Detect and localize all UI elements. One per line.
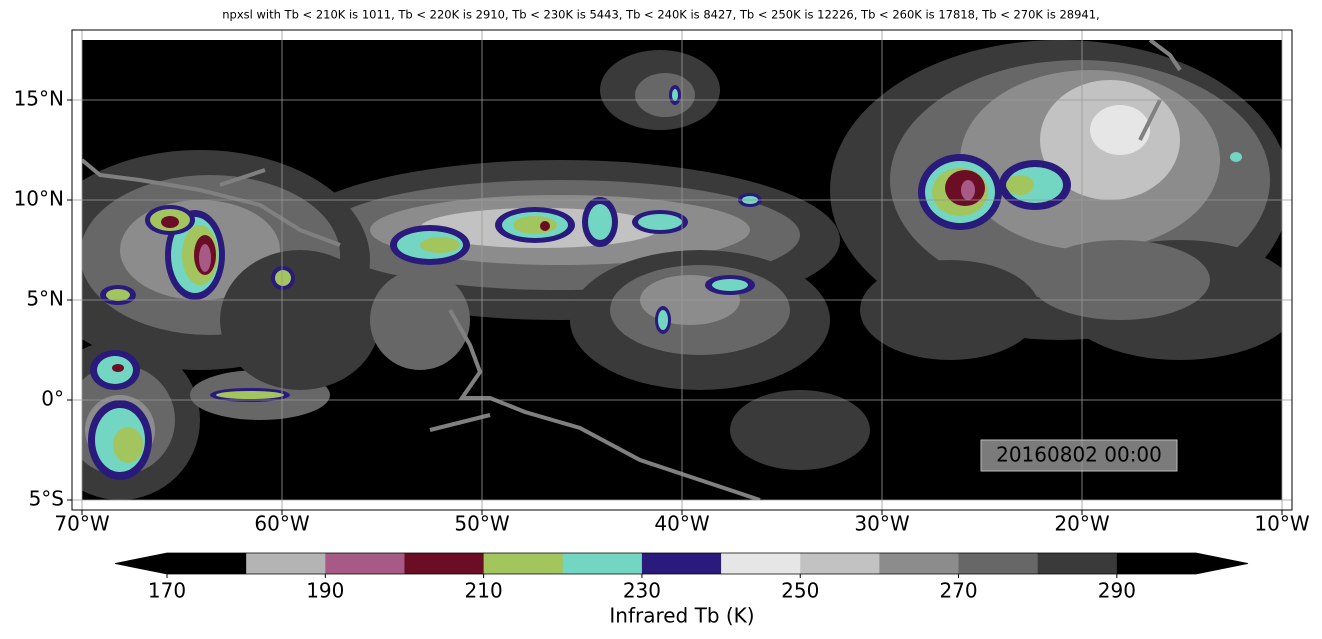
colorbar-segment — [167, 553, 247, 574]
colorbar-segment — [721, 553, 801, 574]
colorbar-segment — [483, 553, 564, 574]
y-tick-label: 10°N — [14, 187, 64, 211]
y-tick-label: 0° — [41, 387, 64, 411]
cloud-region — [370, 270, 470, 370]
cloud-region — [161, 216, 179, 228]
x-tick-label: 30°W — [854, 512, 909, 536]
colorbar-segment — [562, 553, 643, 574]
cloud-region — [672, 89, 678, 101]
cloud-region — [658, 310, 668, 330]
colorbar-segment — [958, 553, 1039, 574]
colorbar-over — [1196, 553, 1248, 574]
cloud-region — [275, 270, 291, 286]
map-axes: 70°W 60°W 50°W 40°W 30°W 20°W 10°W 5°S 0° 5°N 10°N… — [14, 29, 1310, 536]
colorbar-tick-label: 270 — [939, 579, 977, 603]
colorbar-tick-label: 190 — [306, 579, 344, 603]
colorbar-under — [115, 553, 167, 574]
y-tick-label: 5°N — [26, 287, 64, 311]
y-tick-label: 5°S — [29, 487, 64, 511]
timestamp-box — [980, 439, 1178, 472]
colorbar-segment — [246, 553, 326, 574]
cloud-region — [712, 279, 748, 291]
cloud-region — [1230, 152, 1242, 162]
cloud-region — [112, 364, 124, 372]
x-tick-label: 50°W — [454, 512, 509, 536]
cloud-region — [1030, 240, 1210, 320]
x-tick-label: 40°W — [654, 512, 709, 536]
colorbar-segment — [800, 553, 880, 574]
cloud-region — [1006, 175, 1034, 195]
cloud-region — [106, 289, 130, 301]
x-tick-label: 70°W — [54, 512, 109, 536]
cloud-region — [860, 260, 1040, 360]
timestamp: 20160802 00:00 — [996, 443, 1162, 467]
colorbar-segment — [1037, 553, 1118, 574]
map-frame — [71, 29, 1293, 511]
colorbar-tick-label: 230 — [623, 579, 661, 603]
colorbar-segment — [1116, 553, 1197, 574]
colorbar: 170 190 210 230 250 270 290 — [114, 552, 1249, 603]
colorbar-tick-label: 210 — [465, 579, 503, 603]
colorbar-segment — [404, 553, 485, 574]
colorbar-tick-label: 250 — [781, 579, 819, 603]
cloud-region — [513, 216, 557, 234]
cloud-region — [199, 244, 211, 272]
colorbar-segment — [325, 553, 405, 574]
colorbar-label: Infrared Tb (K) — [609, 604, 754, 628]
cloud-region — [420, 237, 460, 253]
colorbar-segment — [641, 553, 722, 574]
cloud-region — [113, 427, 143, 463]
x-tick-label: 60°W — [254, 512, 309, 536]
cloud-region — [1090, 105, 1150, 155]
y-tick-label: 15°N — [14, 87, 64, 111]
colorbar-segment — [879, 553, 960, 574]
colorbar-tick-label: 170 — [148, 579, 186, 603]
colorbar-tick-label: 290 — [1098, 579, 1136, 603]
map-title: npxsl with Tb < 210K is 1011, Tb < 220K … — [222, 8, 1099, 22]
x-tick-label: 10°W — [1254, 512, 1309, 536]
x-tick-label: 20°W — [1054, 512, 1109, 536]
cloud-region — [730, 390, 870, 470]
cloud-region — [588, 204, 612, 240]
coastline — [82, 40, 1182, 500]
cloud-region — [638, 214, 682, 230]
cloud-region — [540, 221, 550, 231]
cloud-region — [961, 180, 975, 200]
cloud-region — [220, 250, 380, 390]
imagery-group — [82, 40, 1282, 500]
cloud-region — [216, 391, 284, 399]
cloud-region — [635, 73, 695, 117]
satellite-imagery — [82, 40, 1282, 500]
